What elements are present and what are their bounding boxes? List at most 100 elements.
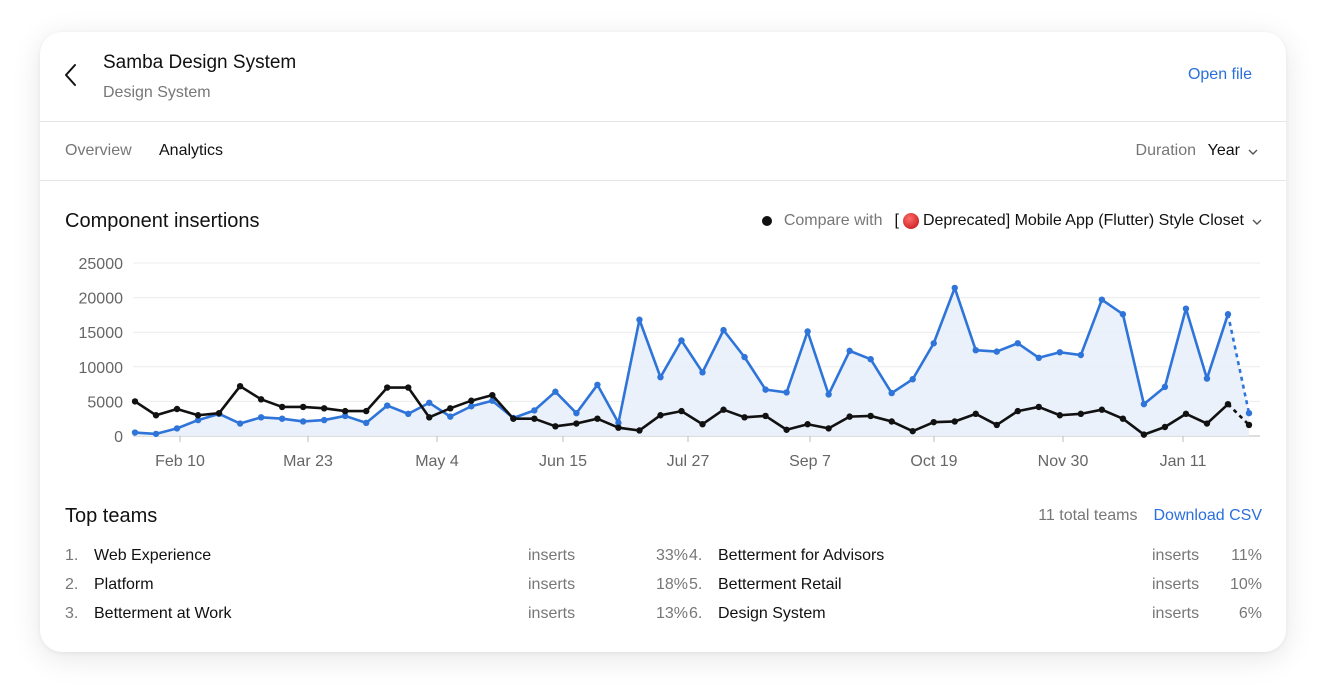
data-point [615,419,622,427]
team-percentage: 18% [655,576,688,593]
team-percentage: 11% [1231,547,1262,564]
data-point [825,391,832,398]
data-point [615,424,622,431]
chevron-down-icon [1252,212,1262,230]
page-title: Samba Design System [103,52,297,73]
tab-bar: Overview Analytics Duration Year [40,122,1286,181]
data-point [741,353,748,361]
tab-overview[interactable]: Overview [65,142,132,159]
data-point [1182,410,1190,418]
team-rank: 2. [65,576,79,593]
compare-label: Compare with [783,212,883,229]
team-name: Web Experience [94,547,212,564]
data-point [278,415,286,422]
team-metric-label: inserts [528,576,576,593]
duration-select[interactable]: Year [1208,142,1258,160]
data-point [426,414,433,421]
data-point [341,407,349,415]
data-point [720,406,727,413]
open-file-link[interactable]: Open file [1187,66,1252,83]
data-point [573,420,580,427]
insertions-chart: 25000 20000 15000 10000 5000 0 Feb 10 Mar 23 May… [79,256,1260,470]
x-tick-label: May 4 [415,453,459,470]
data-point [173,425,181,432]
data-point [152,412,160,419]
chart-title: Component insertions [65,210,260,232]
duration-label: Duration [1135,142,1196,159]
team-row: 3. Betterment at Work inserts 13% [65,605,688,627]
data-point [341,412,349,420]
data-point [363,419,370,427]
x-tick-label: Jun 15 [539,453,587,470]
data-point [804,421,811,428]
data-point [468,397,475,404]
data-point [930,418,937,426]
data-point [972,410,979,418]
chevron-left-icon [65,64,76,86]
series-line-projection [1227,403,1250,426]
data-point [636,316,643,323]
team-name: Betterment for Advisors [718,547,885,564]
data-point [825,425,832,432]
team-metric-label: inserts [528,547,576,564]
data-point [1098,296,1106,303]
data-point [384,402,391,409]
data-point [405,384,412,391]
team-row: 5. Betterment Retail inserts 10% [689,576,1262,598]
team-row: 1. Web Experience inserts 33% [65,547,688,569]
data-point [257,396,265,403]
team-percentage: 13% [655,605,688,622]
data-point [783,389,790,396]
data-point [1014,340,1021,347]
team-name: Betterment Retail [718,576,842,593]
data-point [1035,354,1043,362]
data-point [531,415,538,422]
data-point [1161,423,1169,431]
data-point [1140,431,1148,438]
data-point [215,409,223,417]
y-tick-label: 0 [114,429,123,446]
data-point [1077,410,1085,418]
data-point [699,421,706,428]
data-point [972,346,979,354]
data-point [194,416,202,424]
y-tick-label: 20000 [79,291,124,308]
red-circle-icon [902,213,919,229]
data-point [299,403,307,411]
team-percentage: 10% [1229,576,1262,593]
data-point [152,430,160,438]
team-metric-label: inserts [1152,547,1200,564]
y-tick-label: 5000 [87,394,123,411]
compare-value: Deprecated] Mobile App (Flutter) Style C… [922,212,1244,229]
x-tick-label: Jul 27 [667,453,710,470]
tab-analytics[interactable]: Analytics [159,142,224,159]
download-csv-link[interactable]: Download CSV [1153,507,1263,524]
data-point [194,412,202,419]
y-tick-label: 25000 [79,256,124,273]
data-point [1119,311,1127,318]
data-point [1140,400,1148,408]
team-percentage: 6% [1238,605,1262,622]
teams-meta: 11 total teams Download CSV [1038,507,1262,525]
data-point [678,337,685,344]
data-point [1182,305,1190,312]
compare-select[interactable]: [ Deprecated] Mobile App (Flutter) Style… [895,212,1262,230]
data-point [1245,421,1253,429]
back-button[interactable] [58,60,86,90]
data-point [1245,409,1253,417]
x-tick-label: Feb 10 [155,453,205,470]
data-point [320,405,328,412]
data-point [909,376,916,383]
team-rank: 1. [65,547,79,564]
data-point [173,405,181,413]
data-point [1014,407,1021,415]
data-point [594,381,601,388]
data-point [993,348,1000,355]
duration-value: Year [1207,142,1240,160]
data-point [299,418,307,425]
data-point [426,399,433,406]
page-subtitle: Design System [103,84,211,101]
data-point [1161,383,1169,391]
data-point [846,413,853,420]
data-point [489,391,496,399]
